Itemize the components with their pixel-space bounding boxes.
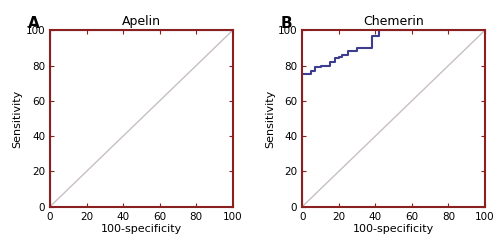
X-axis label: 100-specificity: 100-specificity — [101, 224, 182, 234]
Y-axis label: Sensitivity: Sensitivity — [265, 89, 275, 148]
Y-axis label: Sensitivity: Sensitivity — [12, 89, 22, 148]
Title: Chemerin: Chemerin — [363, 15, 424, 28]
Title: Apelin: Apelin — [122, 15, 161, 28]
Text: A: A — [28, 16, 40, 31]
X-axis label: 100-specificity: 100-specificity — [353, 224, 434, 234]
Text: B: B — [280, 16, 292, 31]
